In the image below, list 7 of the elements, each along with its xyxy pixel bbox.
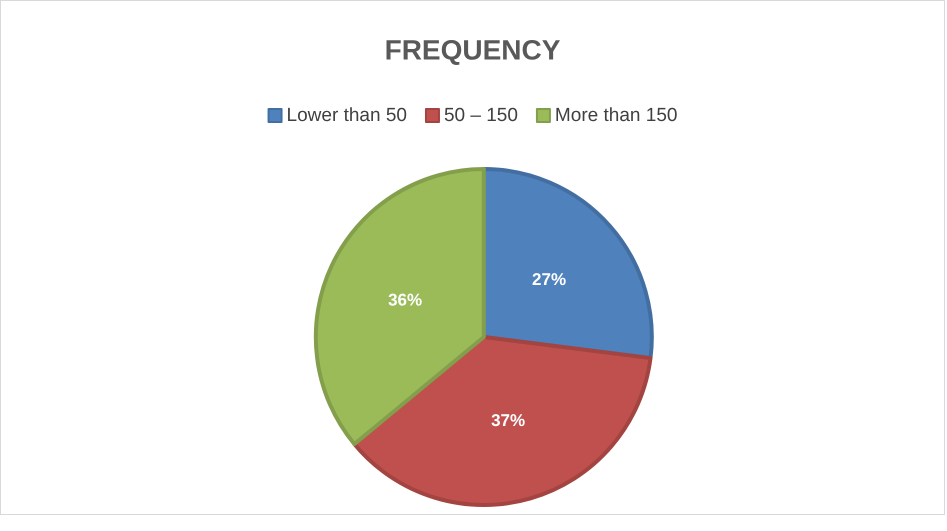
chart-title: FREQUENCY [384,34,561,66]
legend-label: 50 – 150 [444,105,518,126]
data-label: 36% [388,290,422,310]
data-label: 27% [532,270,566,289]
data-label: 37% [491,411,526,430]
legend-label: Lower than 50 [286,105,407,126]
legend-label: More than 150 [554,105,678,126]
